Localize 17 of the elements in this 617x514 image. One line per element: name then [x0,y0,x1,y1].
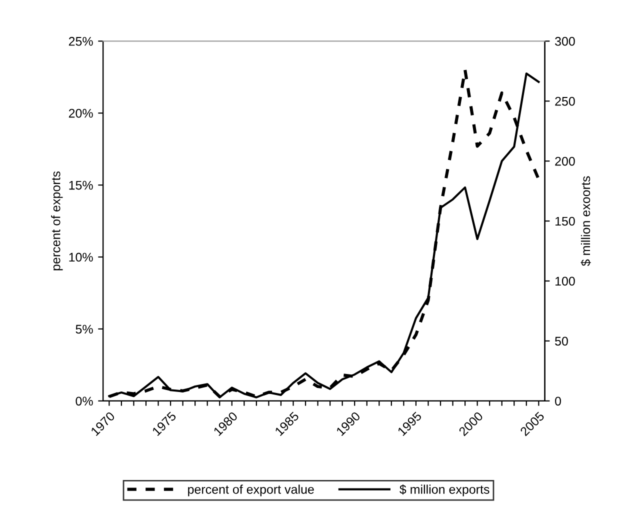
y2-tick-label: 100 [555,276,575,286]
y-axis-title: percent of exports [51,171,63,270]
legend-label: $ million exports [400,484,490,496]
y-tick-label: 25% [68,36,93,46]
legend-label: percent of export value [188,484,314,496]
y2-tick-label: 250 [555,96,575,106]
y-tick-label: 20% [68,108,93,118]
y2-tick-label: 200 [555,156,575,166]
y2-tick-label: 300 [555,36,575,46]
y2-tick-label: 0 [555,396,561,406]
y-tick-label: 10% [69,252,93,262]
y2-axis-title: $ million exoorts [580,176,591,266]
y-tick-label: 0% [76,396,93,406]
y-tick-label: 5% [76,324,93,334]
y2-tick-label: 50 [555,336,568,346]
y-tick-label: 15% [69,180,93,190]
y2-tick-label: 150 [555,216,575,226]
